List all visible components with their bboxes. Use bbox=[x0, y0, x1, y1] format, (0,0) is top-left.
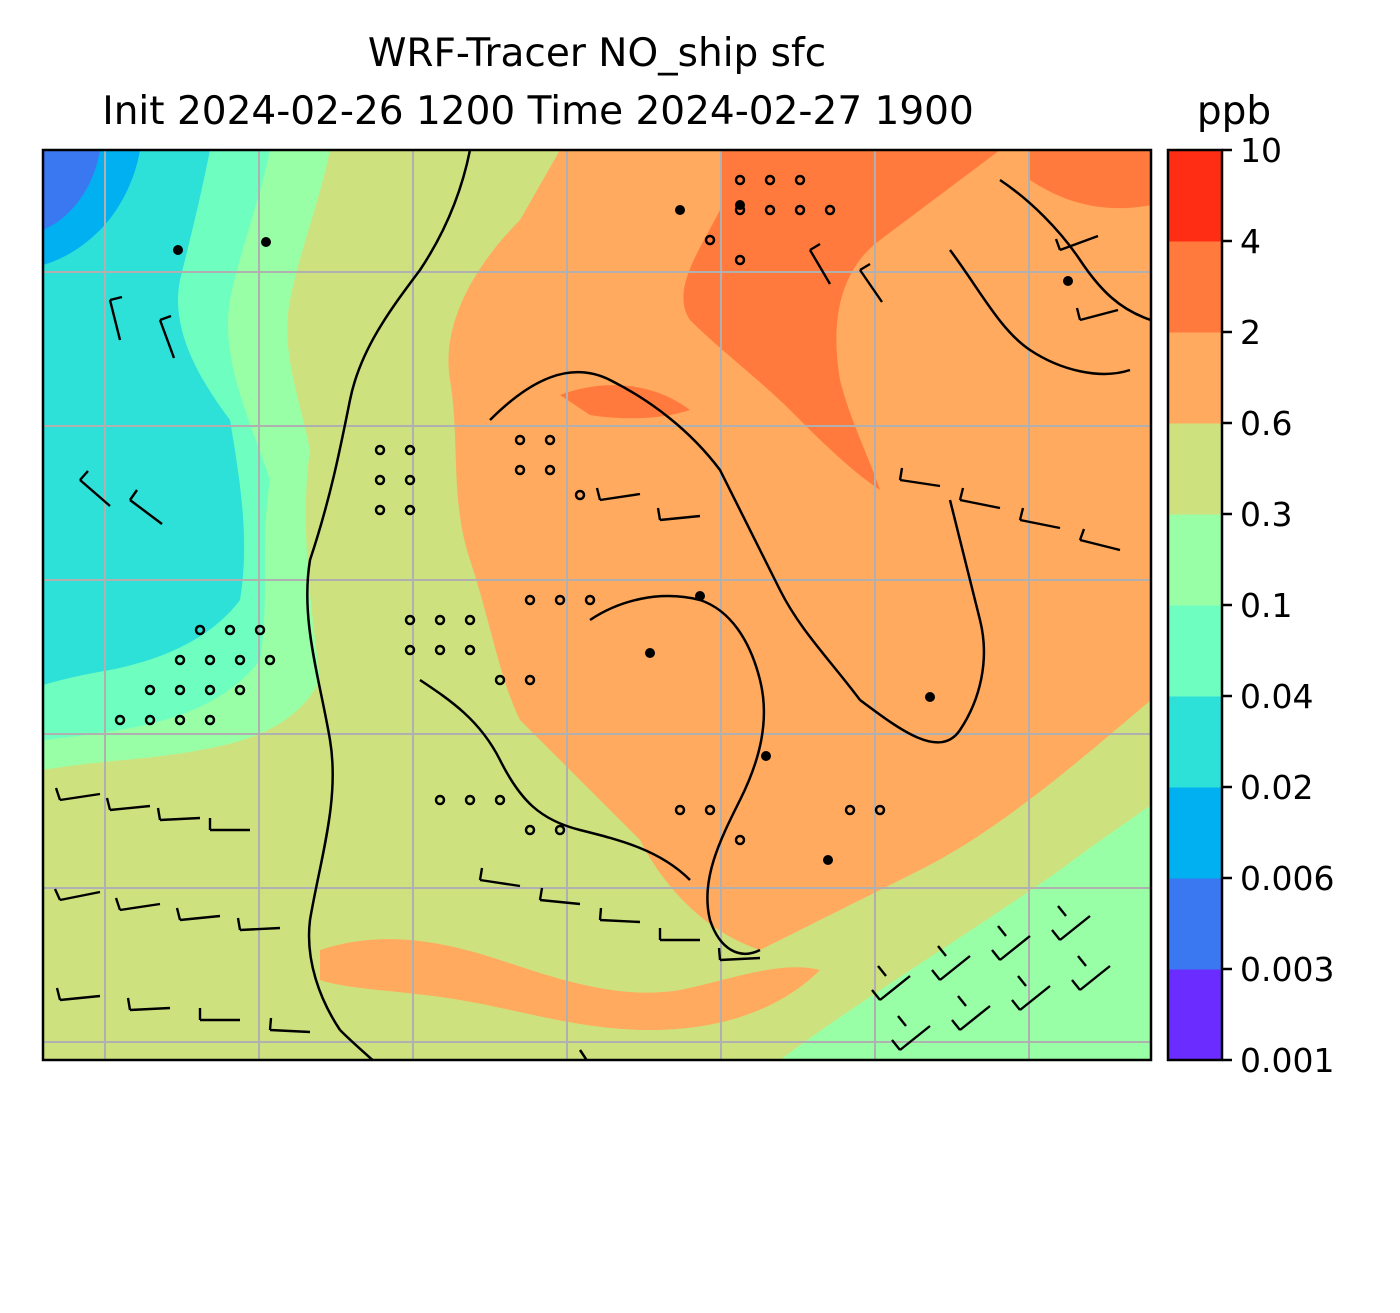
colorbar-tick-label: 0.02 bbox=[1240, 768, 1313, 807]
coastlines bbox=[306, 150, 1151, 1060]
colorbar-tick-label: 0.6 bbox=[1240, 404, 1292, 443]
map-title-line2: Init 2024-02-26 1200 Time 2024-02-27 190… bbox=[102, 89, 974, 134]
contour-band bbox=[43, 150, 100, 230]
colorbar-tick-label: 0.1 bbox=[1240, 586, 1292, 625]
colorbar-tick-label: 0.04 bbox=[1240, 677, 1313, 716]
colorbar-segment bbox=[1168, 423, 1222, 515]
contour-band bbox=[1030, 150, 1151, 209]
gridlines bbox=[43, 150, 1151, 1060]
station-dots bbox=[173, 200, 1073, 865]
contour-band bbox=[43, 150, 245, 685]
colorbar-tick-label: 0.3 bbox=[1240, 495, 1292, 534]
colorbar-segment bbox=[1168, 605, 1222, 697]
map-title-line1: WRF-Tracer NO_ship sfc bbox=[368, 31, 826, 76]
colorbar-tick-label: 0.001 bbox=[1240, 1041, 1334, 1080]
map-panel bbox=[43, 150, 1151, 1260]
colorbar-segment bbox=[1168, 787, 1222, 879]
contour-band bbox=[683, 150, 1000, 490]
map-frame bbox=[41, 148, 1153, 1062]
colorbar-segment bbox=[1168, 969, 1222, 1061]
colorbar-segment bbox=[1168, 514, 1222, 606]
contour-band bbox=[780, 805, 1151, 1060]
colorbar-tick-label: 0.003 bbox=[1240, 950, 1334, 989]
colorbar-segment bbox=[1168, 241, 1222, 333]
concentration-field bbox=[43, 150, 1151, 1260]
wind-barbs bbox=[53, 234, 1121, 1051]
calm-markers bbox=[114, 174, 886, 846]
contour-band bbox=[43, 1117, 420, 1260]
colorbar-segment bbox=[1168, 150, 1222, 242]
colorbar-tick-label: 0.006 bbox=[1240, 859, 1334, 898]
units-label: ppb bbox=[1197, 89, 1271, 134]
contour-band bbox=[320, 939, 820, 1030]
colorbar-tick-label: 4 bbox=[1240, 222, 1261, 261]
colorbar-segment bbox=[1168, 696, 1222, 788]
colorbar-segment bbox=[1168, 332, 1222, 424]
contour-band bbox=[448, 150, 1151, 950]
colorbar: 0.001 0.003 0.006 0.02 0.04 0.1 0.3 0.6 2 4 10 bbox=[1166, 131, 1334, 1080]
colorbar-tick-label: 10 bbox=[1240, 131, 1282, 170]
colorbar-segment bbox=[1168, 878, 1222, 970]
colorbar-tick-label: 2 bbox=[1240, 313, 1261, 352]
